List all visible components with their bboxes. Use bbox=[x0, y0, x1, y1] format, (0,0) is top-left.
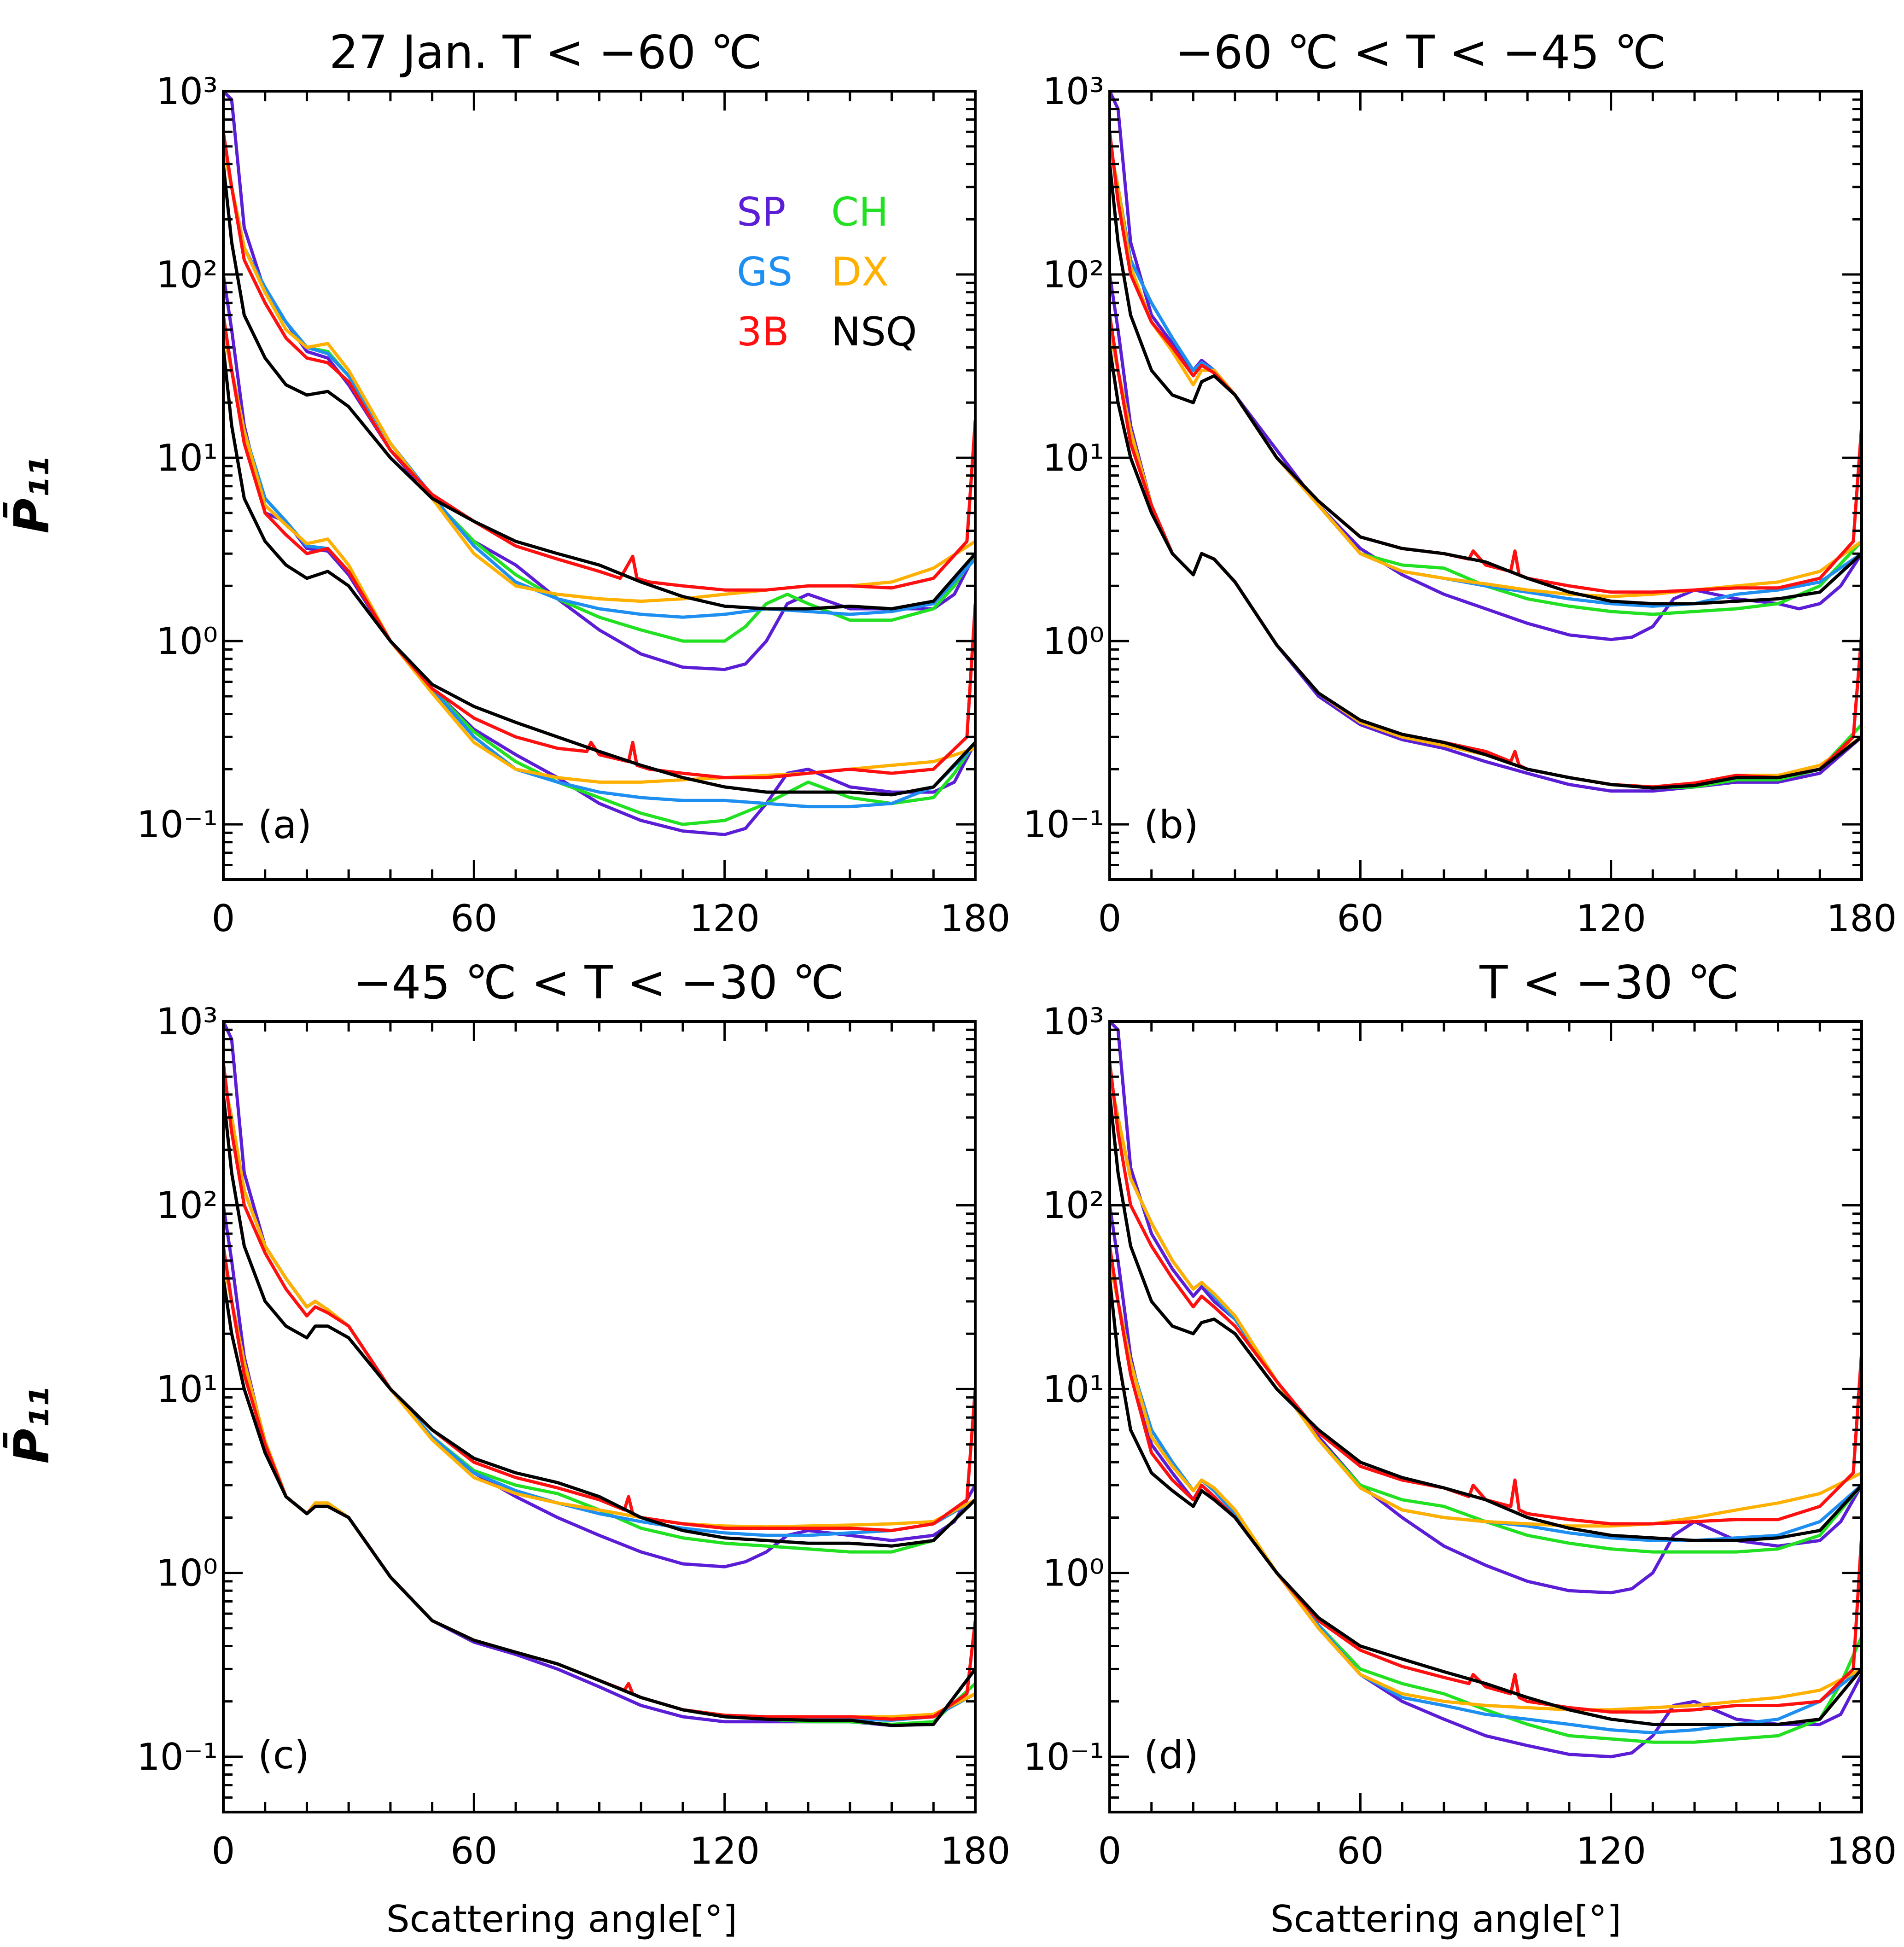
series-nsq-lower-line bbox=[223, 1278, 975, 1727]
x-tick-label: 120 bbox=[1576, 897, 1646, 940]
x-tick-label: 60 bbox=[450, 897, 497, 940]
y-axis-label-text: P̄₁₁ bbox=[3, 1387, 60, 1463]
y-tick-label: 10⁰ bbox=[156, 1552, 218, 1595]
x-tick-label: 0 bbox=[1098, 897, 1122, 940]
series-gs-lower-line bbox=[1110, 1260, 1862, 1735]
x-tick-label: 60 bbox=[1337, 897, 1384, 940]
series-dx-lower-line bbox=[1110, 1260, 1862, 1712]
x-tick-label: 120 bbox=[689, 1830, 760, 1872]
series-group bbox=[1110, 1021, 1862, 1759]
series-nsq-upper-line bbox=[1110, 164, 1862, 606]
legend-entry-3b: 3B bbox=[737, 309, 789, 355]
panel-title: T < −30 ℃ bbox=[1479, 956, 1739, 1009]
legend: SP CH GS DX 3B NSQ bbox=[737, 189, 917, 355]
y-tick-label: 10² bbox=[1042, 1184, 1104, 1227]
panel-label: (d) bbox=[1144, 1732, 1199, 1778]
series-group bbox=[1110, 91, 1862, 793]
y-tick-label: 10³ bbox=[156, 70, 218, 113]
x-tick-label: 120 bbox=[689, 897, 760, 940]
series-3b-lower-line bbox=[223, 315, 975, 780]
legend-entry-nsq: NSQ bbox=[831, 309, 917, 355]
series-3b-upper-line bbox=[223, 131, 975, 592]
series-3b-upper-line bbox=[1110, 1062, 1862, 1526]
series-sp-lower-line bbox=[1110, 1205, 1862, 1759]
series-nsq-upper-line bbox=[223, 164, 975, 611]
x-tick-label: 180 bbox=[940, 1830, 1011, 1872]
series-group bbox=[223, 1021, 975, 1727]
series-dx-upper-line bbox=[223, 1076, 975, 1529]
y-tick-label: 10⁰ bbox=[1042, 1552, 1104, 1595]
x-axis-label: Scattering angle[°] bbox=[1270, 1898, 1621, 1941]
x-tick-label: 0 bbox=[212, 897, 235, 940]
panel-label: (c) bbox=[258, 1732, 309, 1778]
panel-b: −60 ℃ < T < −45 ℃ (b) 0 60 120 180 10³ 10² 10¹… bbox=[1023, 25, 1897, 940]
panel-c: −45 ℃ < T < −30 ℃ (c) P̄₁₁ Scattering an… bbox=[3, 956, 1010, 1941]
series-3b-upper-line bbox=[223, 1062, 975, 1533]
y-axis-label: P̄₁₁ bbox=[3, 1387, 60, 1463]
series-gs-upper-line bbox=[223, 146, 975, 619]
y-tick-label: 10³ bbox=[1042, 1000, 1104, 1043]
y-tick-label: 10¹ bbox=[156, 1368, 218, 1411]
y-axis-label: P̄₁₁ bbox=[3, 456, 60, 533]
y-tick-label: 10⁻¹ bbox=[1023, 803, 1104, 846]
series-nsq-upper-line bbox=[223, 1094, 975, 1548]
y-tick-label: 10⁻¹ bbox=[137, 803, 218, 846]
panel-label: (b) bbox=[1144, 802, 1199, 847]
x-tick-label: 180 bbox=[940, 897, 1011, 940]
y-tick-label: 10² bbox=[156, 1184, 218, 1227]
panel-d: T < −30 ℃ (d) Scattering angle[°] 0 60 120… bbox=[1023, 956, 1897, 1941]
series-sp-upper-line bbox=[1110, 1021, 1862, 1595]
series-group bbox=[223, 91, 975, 836]
panel-title: −60 ℃ < T < −45 ℃ bbox=[1175, 25, 1666, 79]
y-tick-label: 10¹ bbox=[156, 437, 218, 479]
y-tick-label: 10⁻¹ bbox=[137, 1736, 218, 1778]
legend-entry-gs: GS bbox=[737, 249, 792, 295]
y-tick-label: 10¹ bbox=[1042, 437, 1104, 479]
x-tick-label: 0 bbox=[212, 1830, 235, 1872]
y-tick-label: 10³ bbox=[156, 1000, 218, 1043]
x-axis-label: Scattering angle[°] bbox=[386, 1898, 737, 1941]
y-tick-label: 10⁻¹ bbox=[1023, 1736, 1104, 1778]
y-tick-label: 10⁰ bbox=[1042, 620, 1104, 663]
y-tick-label: 10² bbox=[1042, 253, 1104, 296]
legend-entry-sp: SP bbox=[737, 189, 786, 235]
x-tick-label: 180 bbox=[1827, 897, 1897, 940]
panel-title: 27 Jan. T < −60 ℃ bbox=[329, 25, 762, 79]
panel-label: (a) bbox=[258, 802, 312, 847]
y-tick-label: 10⁰ bbox=[156, 620, 218, 663]
x-tick-label: 60 bbox=[450, 1830, 497, 1872]
x-tick-label: 120 bbox=[1576, 1830, 1646, 1872]
y-tick-label: 10³ bbox=[1042, 70, 1104, 113]
series-nsq-lower-line bbox=[1110, 347, 1862, 790]
x-tick-label: 0 bbox=[1098, 1830, 1122, 1872]
y-tick-label: 10¹ bbox=[1042, 1368, 1104, 1411]
x-tick-label: 180 bbox=[1827, 1830, 1897, 1872]
legend-entry-dx: DX bbox=[831, 249, 889, 295]
x-tick-label: 60 bbox=[1337, 1830, 1384, 1872]
legend-entry-ch: CH bbox=[831, 189, 889, 235]
panel-a: 27 Jan. T < −60 ℃ (a) P̄₁₁ 0 60 120 180 10³ 1… bbox=[3, 25, 1010, 940]
series-3b-upper-line bbox=[1110, 131, 1862, 594]
series-nsq-upper-line bbox=[1110, 1094, 1862, 1542]
y-tick-label: 10² bbox=[156, 253, 218, 296]
panel-title: −45 ℃ < T < −30 ℃ bbox=[353, 956, 844, 1009]
series-nsq-lower-line bbox=[223, 347, 975, 797]
series-nsq-lower-line bbox=[1110, 1278, 1862, 1726]
y-axis-label-text: P̄₁₁ bbox=[3, 456, 60, 533]
series-dx-upper-line bbox=[1110, 1076, 1862, 1528]
